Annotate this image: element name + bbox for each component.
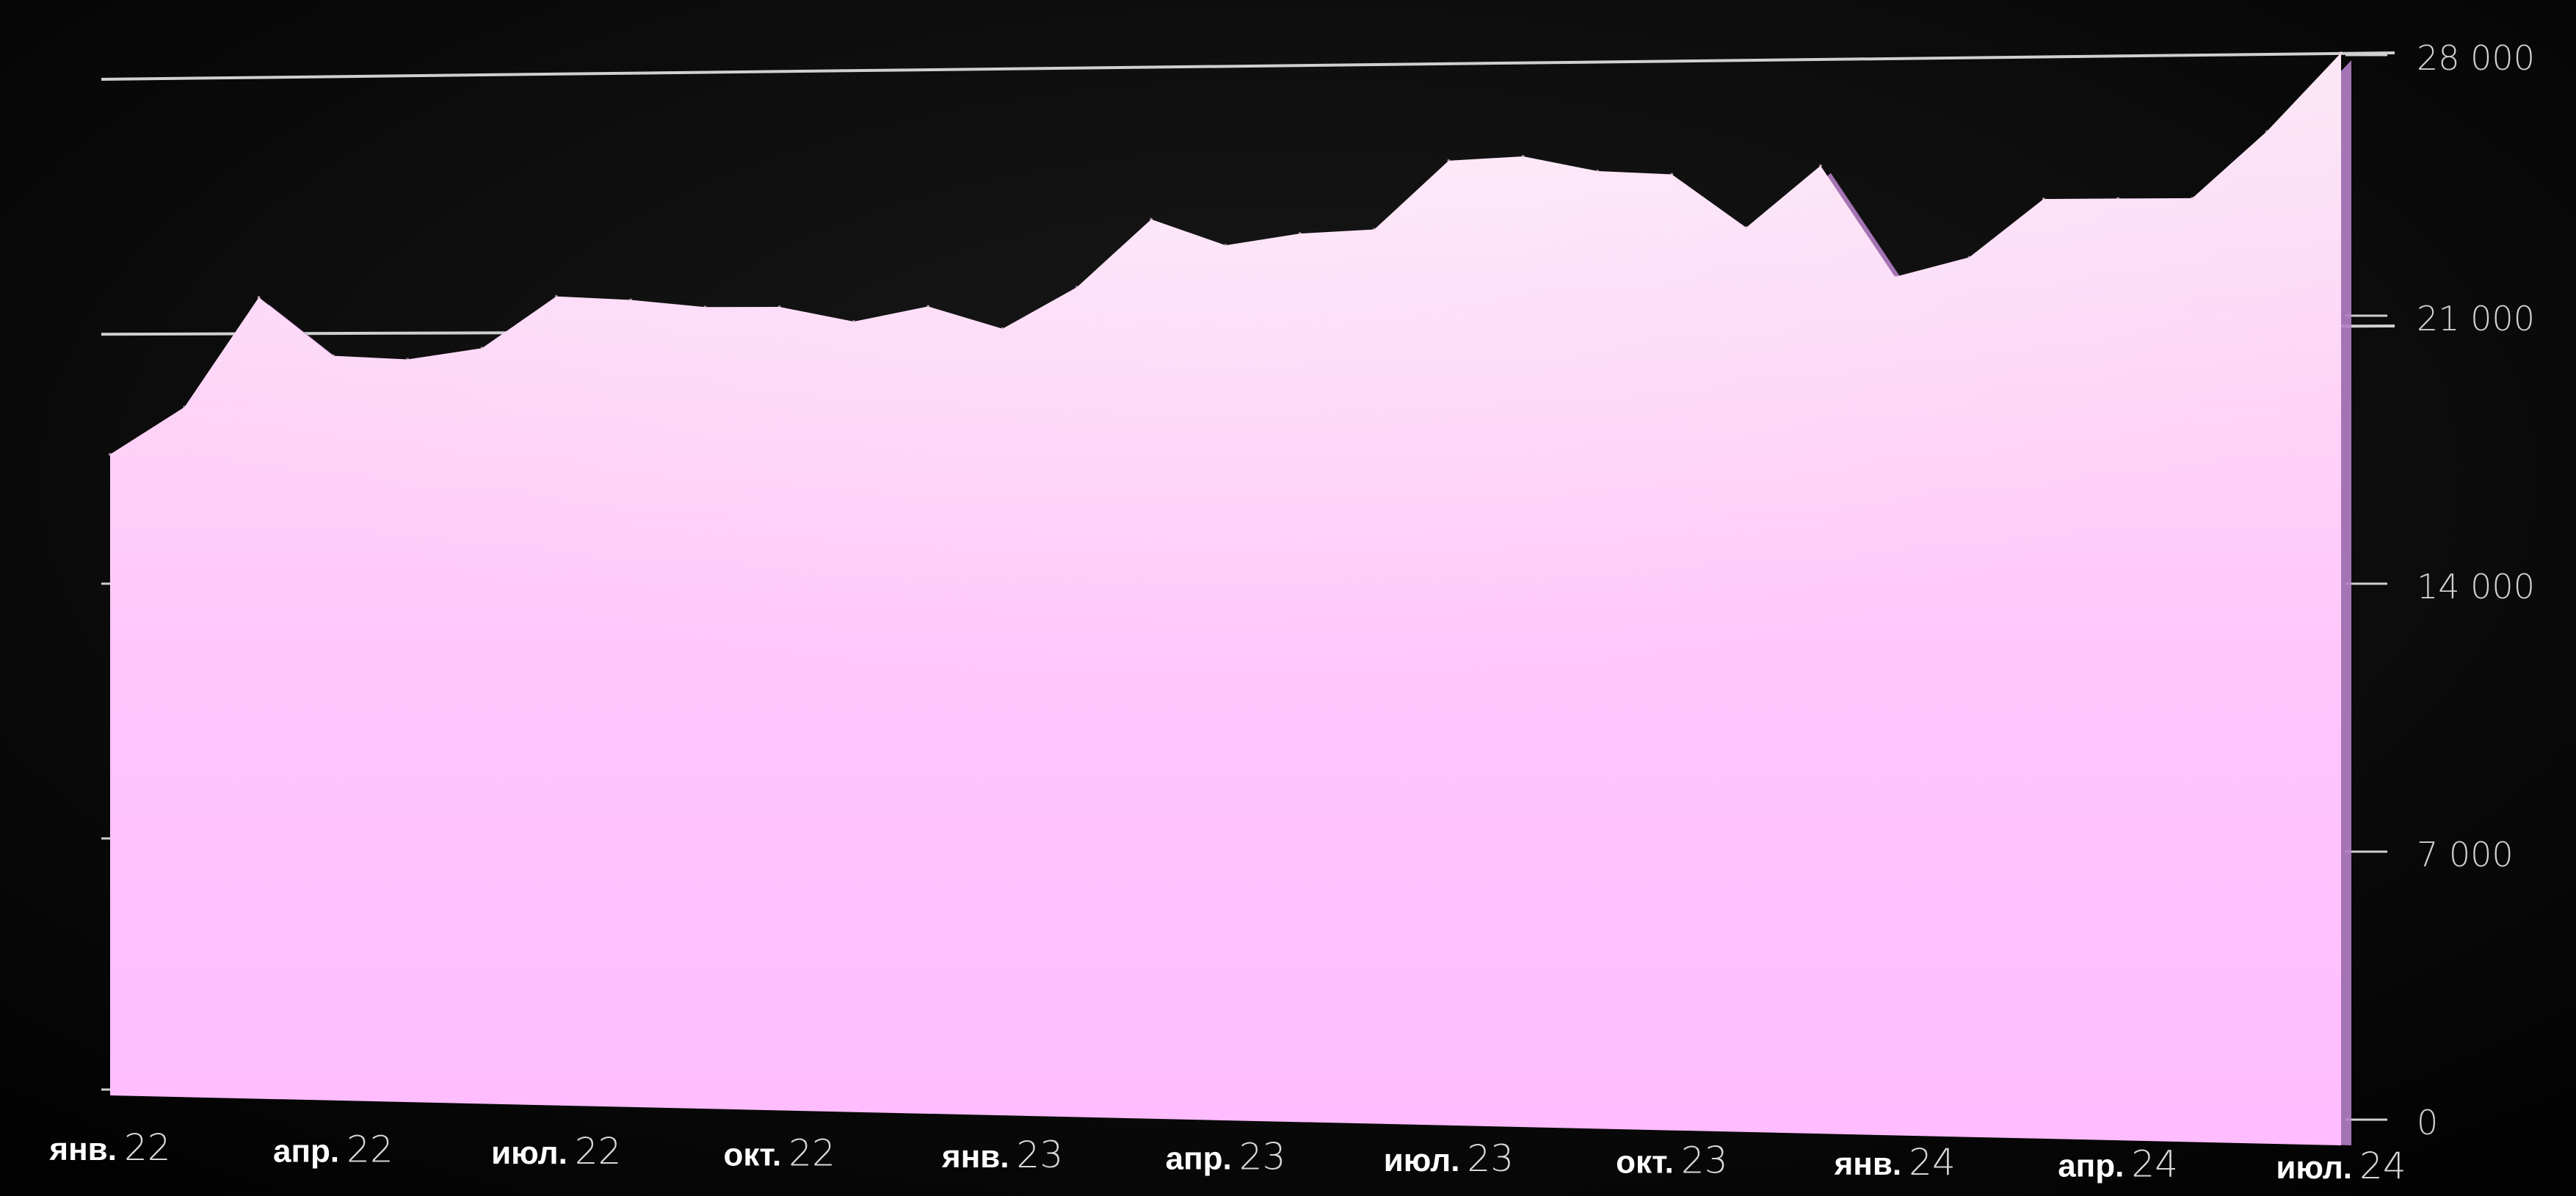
x-tick-label-15: апр. 23 bbox=[1166, 1136, 1286, 1178]
y-tick-label-0: 0 bbox=[2417, 1103, 2438, 1142]
data-point-25 bbox=[1967, 255, 1971, 259]
y-tick-label-7000: 7 000 bbox=[2417, 835, 2514, 874]
data-point-23 bbox=[1818, 164, 1822, 167]
data-point-30 bbox=[2340, 51, 2343, 54]
data-point-17 bbox=[1373, 228, 1376, 231]
data-point-6 bbox=[554, 294, 558, 298]
data-point-28 bbox=[2191, 196, 2194, 200]
y-tick-label-28000: 28 000 bbox=[2417, 38, 2535, 78]
gridline-28000 bbox=[101, 51, 2395, 81]
x-tick-year: 24 bbox=[2131, 1143, 2178, 1186]
x-tick-month: янв. bbox=[941, 1139, 1009, 1175]
x-tick-year: 23 bbox=[1467, 1137, 1514, 1180]
area-highlight bbox=[110, 53, 2341, 1145]
x-tick-year: 23 bbox=[1239, 1136, 1286, 1178]
x-tick-label-0: янв. 22 bbox=[48, 1126, 170, 1169]
x-tick-month: июл. bbox=[491, 1135, 567, 1171]
data-point-2 bbox=[257, 295, 261, 299]
x-tick-month: июл. bbox=[1384, 1142, 1460, 1178]
data-point-3 bbox=[331, 354, 335, 358]
x-tick-month: окт. bbox=[723, 1137, 781, 1173]
x-tick-label-9: окт. 22 bbox=[723, 1132, 835, 1175]
data-point-18 bbox=[1447, 159, 1451, 162]
x-tick-label-3: апр. 22 bbox=[273, 1128, 393, 1171]
data-point-19 bbox=[1521, 154, 1525, 158]
x-tick-year: 22 bbox=[347, 1128, 393, 1171]
data-point-21 bbox=[1670, 173, 1674, 176]
x-tick-year: 23 bbox=[1017, 1134, 1064, 1176]
x-tick-month: окт. bbox=[1616, 1145, 1674, 1181]
x-tick-label-6: июл. 22 bbox=[491, 1130, 621, 1173]
data-point-0 bbox=[109, 452, 112, 456]
y-tick-label-21000: 21 000 bbox=[2417, 299, 2535, 338]
data-point-22 bbox=[1744, 225, 1748, 229]
data-point-8 bbox=[703, 305, 707, 309]
data-point-16 bbox=[1298, 232, 1302, 236]
y-tick-label-14000: 14 000 bbox=[2417, 567, 2535, 606]
x-tick-year: 22 bbox=[788, 1132, 835, 1175]
x-tick-label-27: апр. 24 bbox=[2058, 1143, 2178, 1186]
x-tick-year: 24 bbox=[2359, 1145, 2406, 1187]
data-point-7 bbox=[629, 298, 633, 302]
data-point-12 bbox=[1001, 327, 1004, 330]
data-point-9 bbox=[777, 305, 781, 308]
x-axis: янв. 22 апр. 22 июл. 22 окт. 22 янв. 23 апр. 23 июл.… bbox=[48, 1126, 2406, 1187]
x-tick-month: апр. bbox=[273, 1134, 339, 1170]
x-tick-label-30: июл. 24 bbox=[2276, 1145, 2406, 1187]
data-point-27 bbox=[2116, 197, 2120, 200]
data-point-15 bbox=[1224, 244, 1227, 247]
x-tick-month: янв. bbox=[1834, 1146, 1902, 1182]
data-point-20 bbox=[1596, 170, 1599, 173]
x-tick-year: 23 bbox=[1681, 1139, 1728, 1182]
x-tick-year: 22 bbox=[124, 1126, 171, 1169]
x-tick-month: янв. bbox=[48, 1131, 117, 1167]
data-point-4 bbox=[406, 358, 410, 361]
x-tick-year: 22 bbox=[575, 1130, 622, 1173]
x-tick-label-18: июл. 23 bbox=[1384, 1137, 1514, 1180]
x-tick-month: июл. bbox=[2276, 1150, 2352, 1186]
data-point-14 bbox=[1150, 217, 1153, 221]
data-point-24 bbox=[1893, 275, 1897, 279]
data-point-26 bbox=[2042, 197, 2045, 201]
data-point-13 bbox=[1075, 286, 1078, 289]
data-point-29 bbox=[2265, 130, 2268, 134]
data-point-10 bbox=[852, 320, 855, 324]
x-tick-label-12: янв. 23 bbox=[941, 1134, 1063, 1176]
x-tick-year: 24 bbox=[1909, 1141, 1956, 1184]
data-point-5 bbox=[480, 347, 484, 350]
x-tick-month: апр. bbox=[2058, 1148, 2124, 1184]
x-tick-label-24: янв. 24 bbox=[1834, 1141, 1956, 1184]
data-point-11 bbox=[926, 305, 930, 308]
y-axis: 28 000 21 000 14 000 7 000 0 bbox=[101, 38, 2535, 1142]
x-tick-month: апр. bbox=[1166, 1141, 1232, 1177]
data-point-1 bbox=[183, 405, 186, 409]
area-series bbox=[109, 51, 2351, 1145]
x-tick-label-21: окт. 23 bbox=[1616, 1139, 1727, 1182]
